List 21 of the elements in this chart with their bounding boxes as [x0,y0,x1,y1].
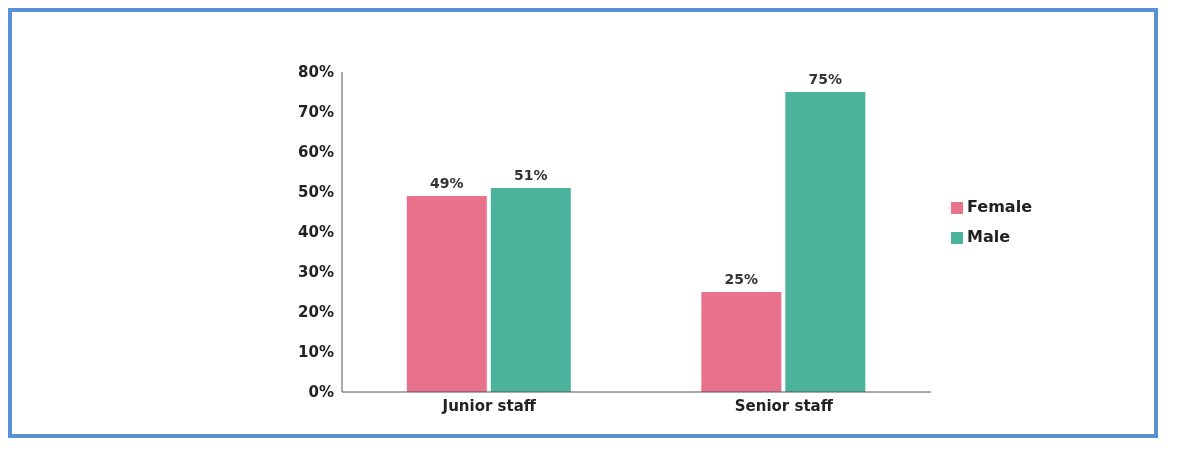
data-label: 25% [724,271,759,287]
legend-label: Female [967,197,1032,216]
x-tick-label: Senior staff [734,396,834,415]
y-tick-label: 40% [298,223,334,242]
data-label: 75% [808,71,843,87]
y-tick-label: 10% [298,343,334,362]
y-tick-label: 50% [298,183,334,202]
data-label: 51% [514,167,548,183]
x-tick-label: Junior staff [441,396,537,415]
bar [490,188,571,392]
y-tick-label: 20% [298,303,334,322]
legend-label: Male [967,227,1011,246]
y-tick-label: 80% [298,63,334,82]
data-label: 49% [430,175,464,191]
y-tick-label: 30% [298,263,334,282]
bar [701,292,782,392]
y-tick-label: 70% [298,103,334,122]
y-tick-label: 0% [308,383,334,402]
bar [785,92,866,392]
y-tick-label: 60% [298,143,334,162]
bar [406,196,487,392]
